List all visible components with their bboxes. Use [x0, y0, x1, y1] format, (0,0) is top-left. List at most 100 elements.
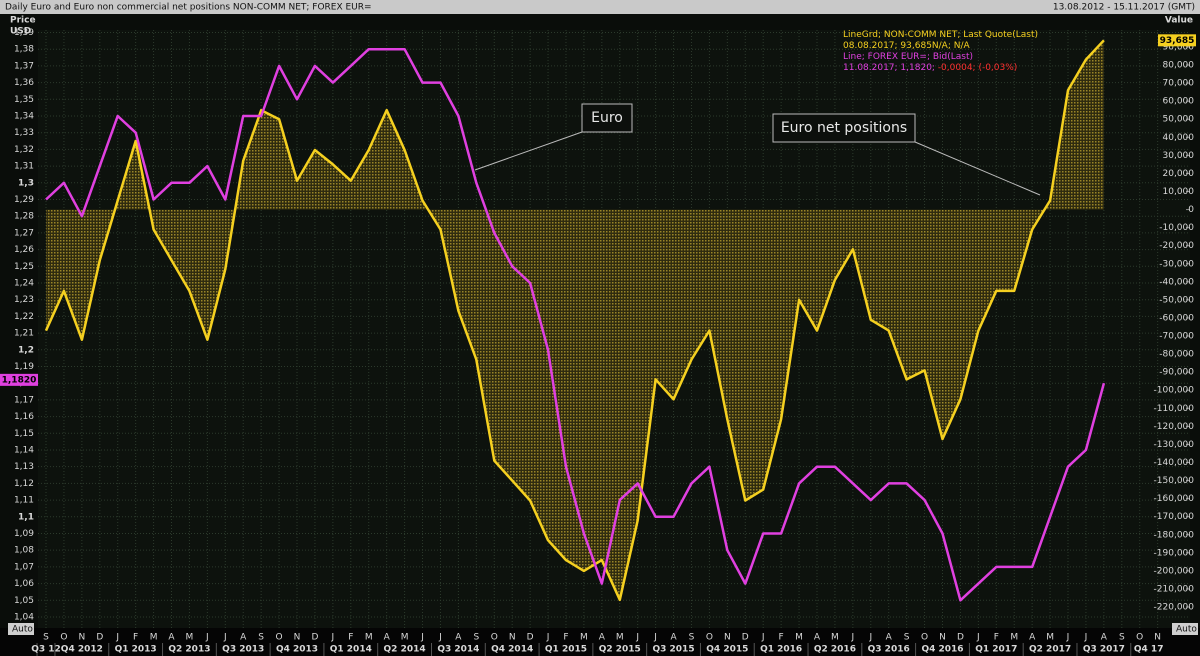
quarter-label: Q3 2014	[437, 645, 479, 655]
y2-tick-label: -220,000	[1154, 603, 1195, 613]
header-bar	[0, 0, 1200, 14]
x-tick-label: A	[599, 633, 606, 643]
y-tick-label: 1,24	[14, 278, 34, 288]
y-tick-label: 1,39	[14, 28, 34, 38]
x-tick-label: J	[1084, 633, 1088, 643]
y-tick-label: 1,2	[18, 345, 34, 355]
x-tick-label: M	[1046, 633, 1054, 643]
quarter-label: Q2 2017	[1029, 645, 1071, 655]
x-tick-label: O	[706, 633, 713, 643]
x-tick-label: F	[994, 633, 999, 643]
x-tick-label: A	[814, 633, 821, 643]
quarter-label: Q2 2014	[384, 645, 426, 655]
y2-tick-label: 40,000	[1163, 133, 1195, 143]
legend-text: 11.08.2017; 1,1820;	[843, 63, 935, 73]
annotation-box	[772, 113, 916, 143]
x-tick-label: O	[60, 633, 67, 643]
annotation-box	[581, 103, 633, 133]
y-tick-label: 1,36	[14, 78, 34, 88]
x-tick-label: A	[1101, 633, 1108, 643]
quarter-label: Q4 2014	[491, 645, 533, 655]
y2-tick-label: -170,000	[1154, 512, 1195, 522]
y2-tick-label: -60,000	[1159, 313, 1194, 323]
y2-tick-label: -20,000	[1159, 241, 1194, 251]
y2-tick-label: -210,000	[1154, 584, 1195, 594]
y2-tick-label: 20,000	[1163, 169, 1195, 179]
x-tick-label: A	[168, 633, 175, 643]
y2-tick-label: -180,000	[1154, 530, 1195, 540]
x-tick-label: O	[491, 633, 498, 643]
y2-tick-label: -70,000	[1159, 332, 1194, 342]
y-tick-label: 1,3	[18, 178, 34, 188]
x-tick-label: A	[384, 633, 391, 643]
x-tick-label: M	[1010, 633, 1018, 643]
quarter-label: Q4 2016	[921, 645, 963, 655]
x-tick-label: D	[311, 633, 318, 643]
x-tick-label: J	[976, 633, 980, 643]
quarter-label: Q2 2015	[599, 645, 641, 655]
line	[44, 39, 1105, 602]
x-tick-label: O	[1136, 633, 1143, 643]
x-tick-label: A	[455, 633, 462, 643]
quarter-label: Q4 2015	[706, 645, 748, 655]
y2-tick-label: 10,000	[1163, 187, 1195, 197]
x-tick-label: S	[473, 633, 479, 643]
x-tick-label: F	[348, 633, 353, 643]
y-tick-label: 1,19	[14, 362, 34, 372]
quarter-label: Q2 2016	[814, 645, 856, 655]
x-tick-label: D	[527, 633, 534, 643]
x-tick-label: J	[438, 633, 442, 643]
annotation-euro: Euro	[474, 103, 633, 171]
y2-tick-label: -30,000	[1159, 259, 1194, 269]
x-tick-label: J	[1066, 633, 1070, 643]
x-tick-label: M	[186, 633, 194, 643]
quarter-label: Q4 2013	[276, 645, 318, 655]
legend-text: Line; FOREX EUR=; Bid(Last)	[843, 52, 973, 62]
x-tick-label: D	[957, 633, 964, 643]
y-label: Price	[10, 16, 36, 26]
legend-text: 08.08.2017; 93,685N/A; N/A	[843, 41, 970, 51]
x-tick-label: M	[795, 633, 803, 643]
y-tick-label: 1,11	[14, 496, 34, 506]
y2-tick-label: -80,000	[1159, 350, 1194, 360]
x-tick-label: N	[509, 633, 516, 643]
x-tick-label: J	[635, 633, 639, 643]
y-tick-label: 1,1	[18, 512, 34, 522]
x-tick-label: A	[240, 633, 247, 643]
y2-tick-label: -130,000	[1154, 440, 1195, 450]
x-tick-label: J	[851, 633, 855, 643]
x-tick-label: F	[563, 633, 568, 643]
legend-entry: LineGrd; NON-COMM NET; Last Quote(Last)	[843, 30, 1038, 40]
x-tick-label: N	[294, 633, 301, 643]
x-tick-label: D	[96, 633, 103, 643]
x-tick-label: S	[689, 633, 695, 643]
quarter-label: Q1 2015	[545, 645, 587, 655]
annotation: Euro net positions	[781, 120, 907, 136]
y-tick-label: 1,12	[14, 479, 34, 489]
x-tick-label: M	[580, 633, 588, 643]
y-tick-label: 1,14	[14, 445, 34, 455]
quarter-label: Q4 2012	[61, 645, 103, 655]
x-tick-label: O	[921, 633, 928, 643]
y-tick-label: 1,07	[14, 562, 34, 572]
x-tick-label: J	[420, 633, 424, 643]
legend-text: -0,0004; (-0,03%)	[935, 63, 1017, 73]
x-tick-label: N	[939, 633, 946, 643]
leader-line	[914, 141, 1041, 196]
y-tick-label: 1,28	[14, 212, 34, 222]
y-tick-label: 1,33	[14, 128, 34, 138]
x-tick-label: J	[115, 633, 119, 643]
x-tick-label: S	[258, 633, 264, 643]
quarter-label: Q2 2013	[168, 645, 210, 655]
x-tick-label: J	[761, 633, 765, 643]
y-tick-label: 1,04	[14, 612, 34, 622]
x-tick-label: F	[133, 633, 138, 643]
last-value-label: 1,1820	[2, 375, 37, 385]
y2-tick-label: -140,000	[1154, 458, 1195, 468]
quarter-label: Q1 2017	[975, 645, 1017, 655]
y-tick-label: 1,16	[14, 412, 34, 422]
y-tick-label: 1,05	[14, 596, 34, 606]
y-tick-label: 1,08	[14, 546, 34, 556]
x-tick-label: J	[223, 633, 227, 643]
x-tick-label: J	[546, 633, 550, 643]
